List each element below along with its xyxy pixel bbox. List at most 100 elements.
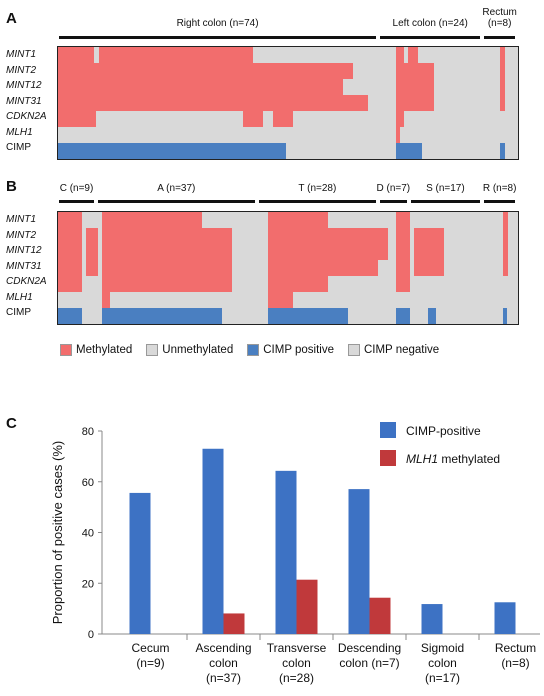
legend-swatch-methylated (60, 344, 72, 356)
group-bracket (59, 200, 95, 203)
row-label-cimp: CIMP (6, 142, 31, 153)
heatmap-cell (408, 47, 418, 63)
panel-c-letter: C (6, 415, 17, 432)
legend-swatch-unmethylated (146, 344, 159, 356)
x-tick-label: Sigmoid (421, 641, 464, 655)
legend-swatch-cimp-positive (247, 344, 260, 356)
bar-cimp-positive (202, 448, 224, 634)
row-label-mint12: MINT12 (6, 80, 42, 91)
x-tick-label: (n=28) (279, 671, 314, 685)
heatmap-cell (58, 212, 82, 292)
heatmap-cell (102, 212, 202, 228)
heatmap-cell (243, 63, 353, 79)
x-tick-label: colon (n=7) (339, 656, 399, 670)
heatmap-cell (328, 228, 388, 260)
group-bracket (410, 200, 481, 203)
bar-cimp-positive (275, 470, 297, 634)
group-label: T (n=28) (298, 183, 337, 194)
group-label: R (n=8) (482, 183, 517, 194)
row-label-mlh1: MLH1 (6, 291, 33, 303)
legend-swatch (380, 422, 396, 438)
heatmap-cell (102, 308, 222, 324)
bar-mlh1-methylated (223, 613, 245, 634)
legend-cimp-positive: CIMP positive (247, 344, 334, 356)
heatmap-cell (243, 47, 253, 63)
y-axis-label: Proportion of positive cases (%) (50, 441, 65, 625)
heatmap-cell (58, 47, 243, 111)
row-label-mint12: MINT12 (6, 245, 42, 256)
panel-a-letter: A (6, 10, 17, 27)
row-label-mint1: MINT1 (6, 49, 36, 60)
legend-swatch-cimp-negative (347, 344, 360, 356)
x-tick-label: Rectum (495, 641, 536, 655)
heatmap-cell (500, 47, 505, 111)
y-tick-label: 80 (82, 426, 94, 438)
x-tick-label: (n=17) (425, 671, 460, 685)
panel-b-letter: B (6, 178, 17, 195)
legend-label: CIMP-positive (406, 424, 481, 438)
heatmap-cell (404, 63, 434, 111)
heatmap-cell (94, 47, 99, 63)
group-label: A (n=37) (157, 183, 196, 194)
y-tick-label: 40 (82, 528, 94, 540)
x-tick-label: (n=9) (136, 656, 164, 670)
heatmap-cell (328, 260, 378, 276)
heatmap-cell (58, 143, 286, 159)
panel-b-heatmap (57, 211, 519, 325)
heatmap-cell (396, 212, 410, 292)
row-label-mint1: MINT1 (6, 214, 36, 225)
bar-cimp-positive (421, 604, 443, 634)
group-label: C (n=9) (59, 183, 94, 194)
group-bracket (380, 36, 481, 39)
heatmap-cell (58, 308, 82, 324)
row-label-cimp: CIMP (6, 307, 31, 318)
row-label-mlh1: MLH1 (6, 126, 33, 138)
x-tick-label: Cecum (131, 641, 169, 655)
x-tick-label: Ascending (195, 641, 251, 655)
group-bracket (484, 200, 515, 203)
heatmap-cell (500, 143, 505, 159)
heatmap-cell (428, 308, 436, 324)
group-bracket (380, 200, 407, 203)
heatmap-cell (86, 228, 98, 276)
x-tick-label: colon (428, 656, 457, 670)
x-tick-label: colon (209, 656, 238, 670)
group-label: S (n=17) (426, 183, 465, 194)
legend-methylated: Methylated (60, 344, 132, 356)
row-label-cdkn2a: CDKN2A (6, 276, 47, 287)
y-tick-label: 0 (88, 629, 94, 641)
x-tick-label: (n=37) (206, 671, 241, 685)
x-tick-label: colon (282, 656, 311, 670)
x-tick-label: (n=8) (501, 656, 529, 670)
legend-methylated-label: Methylated (76, 344, 133, 357)
x-tick-label: Descending (338, 641, 401, 655)
legend-cimp-positive-label: CIMP positive (263, 344, 334, 357)
panel-a-heatmap (57, 46, 519, 160)
legend-unmethylated-label: Unmethylated (162, 344, 234, 357)
heatmap-cell (243, 111, 263, 127)
legend-cimp-negative: CIMP negative (347, 344, 440, 357)
heatmap-cell (58, 111, 96, 127)
bar-mlh1-methylated (369, 597, 391, 634)
heatmap-cell (102, 292, 110, 308)
heatmap-cell (414, 228, 444, 276)
row-label-mint2: MINT2 (6, 64, 36, 76)
heatmap-cell (396, 143, 422, 159)
legend-cimp-negative-label: CIMP negative (363, 344, 440, 357)
heatmap-cell (396, 127, 400, 143)
group-label: Right colon (n=74) (176, 18, 259, 29)
row-label-cdkn2a: CDKN2A (6, 111, 47, 122)
heatmap-cell (98, 127, 103, 143)
bar-cimp-positive (348, 489, 370, 634)
heatmap-cell (396, 47, 404, 127)
group-bracket (59, 36, 377, 39)
group-bracket (98, 200, 255, 203)
group-bracket (258, 200, 377, 203)
group-label: Rectum (n=8) (482, 7, 517, 29)
group-label: Left colon (n=24) (392, 18, 468, 29)
group-label: D (n=7) (376, 183, 411, 194)
row-label-mint31: MINT31 (6, 95, 42, 107)
heatmap-cell (396, 308, 410, 324)
legend-swatch (380, 450, 396, 466)
row-label-mint31: MINT31 (6, 260, 42, 272)
